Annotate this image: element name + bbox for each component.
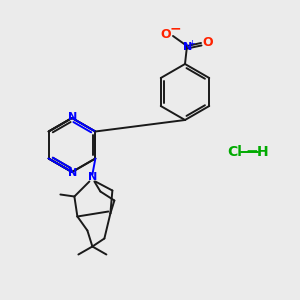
Text: Cl: Cl (228, 145, 242, 159)
Text: N: N (88, 172, 97, 182)
Text: +: + (189, 40, 195, 49)
Text: H: H (257, 145, 269, 159)
Text: O: O (161, 28, 171, 41)
Text: N: N (68, 112, 78, 122)
Text: N: N (183, 42, 193, 52)
Text: −: − (169, 21, 181, 35)
Text: −: − (246, 145, 258, 160)
Text: O: O (203, 35, 213, 49)
Text: N: N (68, 168, 78, 178)
